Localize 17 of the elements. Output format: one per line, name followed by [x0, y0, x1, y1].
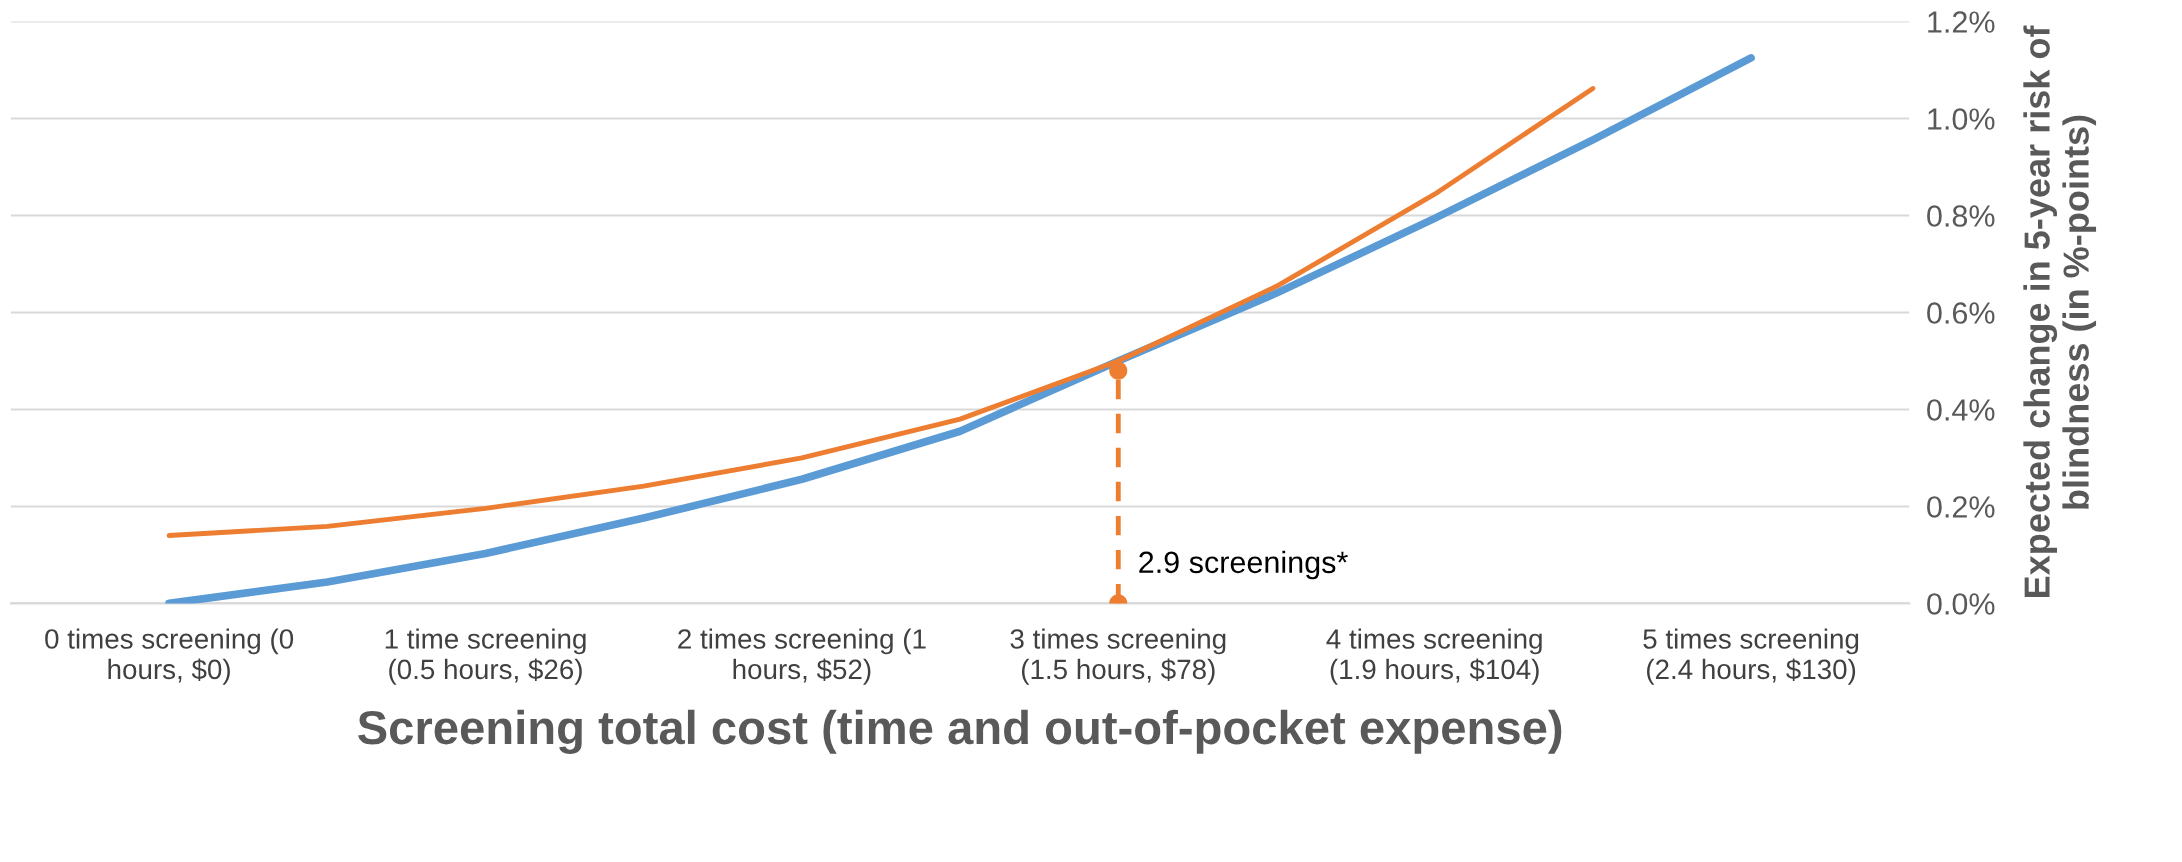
- x-tick-label: 4 times screening (1.9 hours, $104): [1326, 628, 1542, 685]
- y-tick-label: 0.8%: [1927, 205, 1995, 227]
- x-axis-title: Screening total cost (time and out-of-pocket expense): [358, 709, 1562, 754]
- y-tick-label: 1.2%: [1928, 11, 1995, 33]
- y-tick-label: 0.6%: [1927, 302, 1995, 324]
- y-tick-label: 1.0%: [1928, 108, 1995, 130]
- y-tick-label: 0.0%: [1927, 593, 1995, 615]
- x-tick-label: 5 times screening (2.4 hours, $130): [1643, 628, 1859, 685]
- y-axis-title: Expected change in 5-year risk of blindness (in %-points): [2023, 25, 2097, 598]
- annotation: 2.9 screenings*: [1139, 550, 1348, 580]
- y-tick-label: 0.2%: [1927, 496, 1995, 518]
- y-tick-label: 0.4%: [1927, 399, 1995, 421]
- x-tick-label: 1 time screening (0.5 hours, $26): [385, 628, 586, 685]
- line-series: [166, 86, 1596, 538]
- x-tick-label: 0 times screening (0 hours, $0): [45, 628, 294, 685]
- x-tick-label: 2 times screening (1 hours, $52): [678, 628, 926, 685]
- x-tick-label: 3 times screening (1.5 hours, $78): [1010, 628, 1226, 685]
